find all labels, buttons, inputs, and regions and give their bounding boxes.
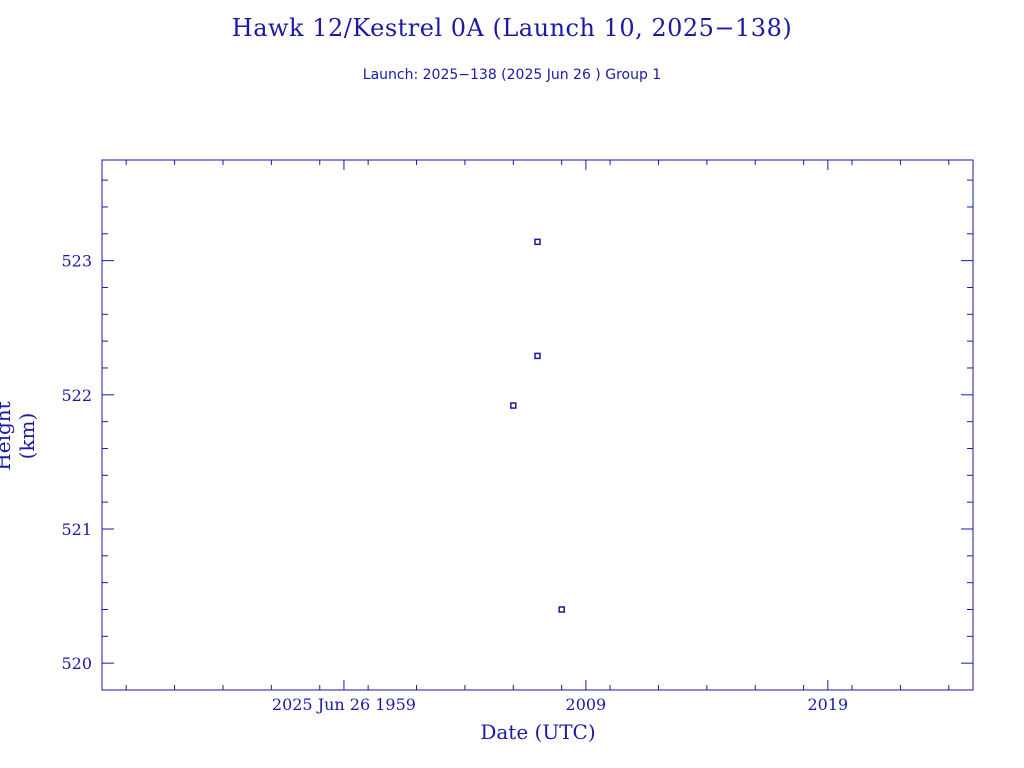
plot-frame xyxy=(101,159,974,691)
y-tick-label: 522 xyxy=(61,386,92,405)
chart-subtitle: Launch: 2025−138 (2025 Jun 26 ) Group 1 xyxy=(362,67,662,83)
y-tick-label: 521 xyxy=(61,520,92,539)
x-axis-label: Date (UTC) xyxy=(480,720,596,744)
data-point xyxy=(534,352,541,360)
data-point xyxy=(558,606,565,613)
chart-title: Hawk 12/Kestrel 0A (Launch 10, 2025−138) xyxy=(231,14,793,42)
x-tick-label: 2009 xyxy=(566,695,607,714)
y-tick-label: 520 xyxy=(61,654,92,673)
data-point xyxy=(510,402,517,409)
x-tick-label: 2025 Jun 26 1959 xyxy=(272,695,416,714)
x-tick-label: 2019 xyxy=(807,695,848,714)
data-point xyxy=(534,238,541,246)
y-tick-label: 523 xyxy=(61,252,92,271)
